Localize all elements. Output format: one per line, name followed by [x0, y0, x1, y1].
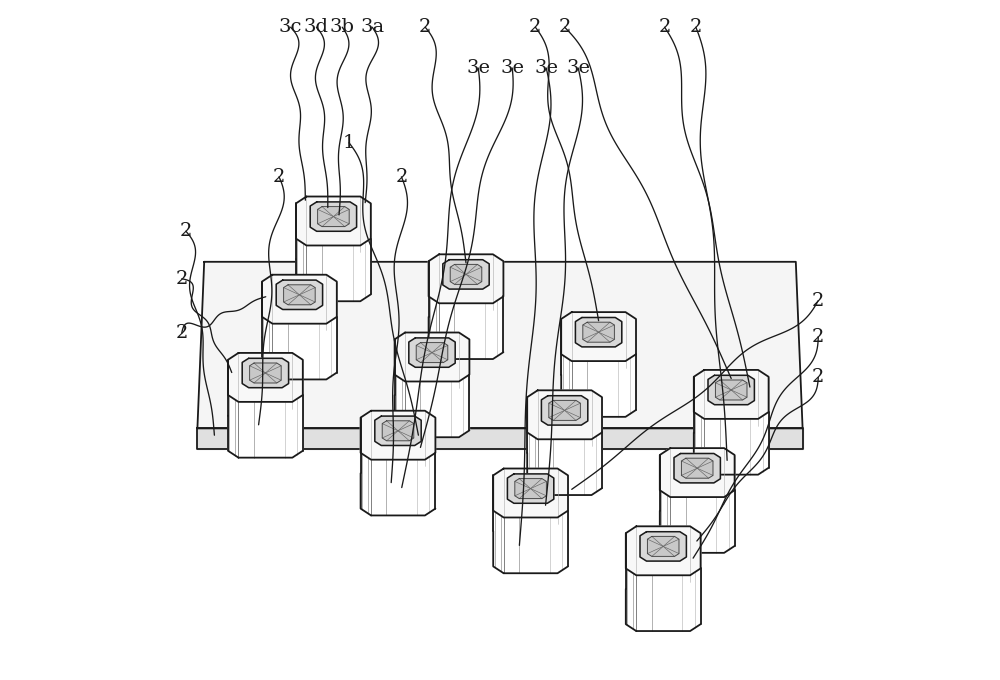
Text: 3e: 3e — [566, 59, 590, 77]
Text: 2: 2 — [273, 168, 285, 186]
Polygon shape — [660, 448, 735, 497]
Polygon shape — [429, 254, 503, 317]
Polygon shape — [561, 312, 636, 375]
Polygon shape — [395, 333, 469, 395]
Polygon shape — [284, 285, 315, 305]
Text: 2: 2 — [176, 324, 188, 342]
Text: 2: 2 — [812, 369, 824, 386]
Polygon shape — [416, 343, 448, 362]
Polygon shape — [493, 469, 568, 531]
Text: 3e: 3e — [466, 59, 490, 77]
Text: 3a: 3a — [360, 18, 384, 36]
Text: 2: 2 — [529, 18, 542, 36]
Polygon shape — [715, 380, 747, 400]
Polygon shape — [361, 418, 435, 515]
Text: 2: 2 — [658, 18, 671, 36]
Polygon shape — [228, 353, 303, 402]
Polygon shape — [583, 322, 614, 342]
Text: 2: 2 — [176, 270, 188, 288]
Text: 1: 1 — [343, 134, 355, 152]
Text: 2: 2 — [419, 18, 431, 36]
Text: 2: 2 — [690, 18, 702, 36]
Polygon shape — [375, 416, 421, 445]
Polygon shape — [262, 275, 337, 337]
Polygon shape — [450, 265, 482, 284]
Polygon shape — [660, 455, 735, 553]
Polygon shape — [694, 370, 769, 419]
Polygon shape — [575, 318, 622, 347]
Polygon shape — [527, 390, 602, 439]
Polygon shape — [429, 261, 503, 359]
Polygon shape — [660, 448, 735, 511]
Polygon shape — [318, 207, 349, 226]
Polygon shape — [527, 390, 602, 453]
Polygon shape — [228, 360, 303, 458]
Polygon shape — [626, 533, 701, 631]
Polygon shape — [561, 319, 636, 417]
Polygon shape — [242, 358, 289, 388]
Text: 3d: 3d — [304, 18, 329, 36]
Polygon shape — [694, 377, 769, 475]
Polygon shape — [395, 339, 469, 437]
Polygon shape — [262, 282, 337, 379]
Polygon shape — [310, 202, 357, 231]
Polygon shape — [640, 532, 686, 561]
Text: 3c: 3c — [279, 18, 302, 36]
Polygon shape — [296, 203, 371, 301]
Text: 3e: 3e — [500, 59, 524, 77]
Polygon shape — [429, 254, 503, 303]
Text: 2: 2 — [812, 328, 824, 345]
Polygon shape — [395, 333, 469, 381]
Text: 2: 2 — [180, 222, 192, 240]
Polygon shape — [361, 411, 435, 473]
Polygon shape — [250, 363, 281, 383]
Polygon shape — [276, 280, 323, 309]
Polygon shape — [515, 479, 546, 498]
Text: 3e: 3e — [534, 59, 558, 77]
Polygon shape — [296, 197, 371, 259]
Polygon shape — [507, 474, 554, 503]
Polygon shape — [674, 454, 720, 483]
Polygon shape — [626, 526, 701, 575]
Polygon shape — [382, 421, 414, 441]
Polygon shape — [409, 338, 455, 367]
Polygon shape — [493, 469, 568, 517]
Polygon shape — [694, 370, 769, 432]
Polygon shape — [561, 312, 636, 361]
Polygon shape — [443, 260, 489, 289]
Polygon shape — [647, 537, 679, 556]
Polygon shape — [197, 428, 803, 449]
Polygon shape — [296, 197, 371, 245]
Polygon shape — [262, 275, 337, 324]
Polygon shape — [708, 375, 754, 405]
Polygon shape — [493, 475, 568, 573]
Polygon shape — [541, 396, 588, 425]
Text: 2: 2 — [558, 18, 571, 36]
Text: 2: 2 — [812, 292, 824, 309]
Polygon shape — [549, 401, 580, 420]
Polygon shape — [626, 526, 701, 589]
Polygon shape — [361, 411, 435, 460]
Text: 2: 2 — [395, 168, 408, 186]
Polygon shape — [228, 353, 303, 415]
Polygon shape — [527, 397, 602, 495]
Polygon shape — [681, 458, 713, 478]
Text: 3b: 3b — [330, 18, 355, 36]
Polygon shape — [197, 262, 803, 428]
